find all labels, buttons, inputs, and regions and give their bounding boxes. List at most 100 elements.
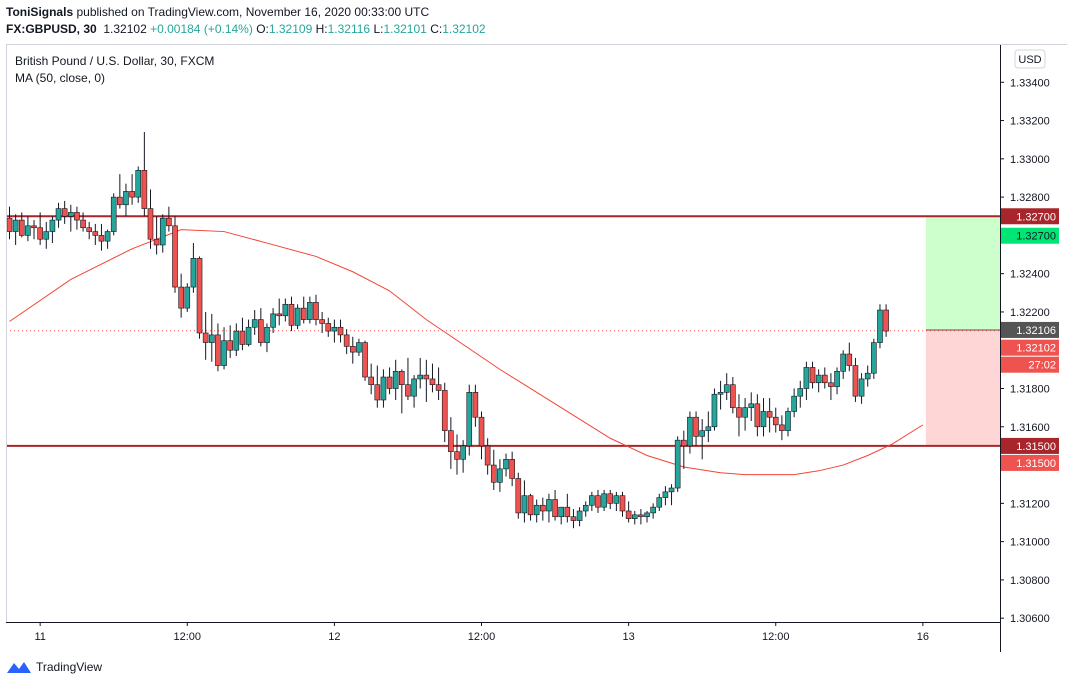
candle[interactable] (386, 367, 393, 395)
candle[interactable] (215, 323, 221, 372)
candle[interactable] (803, 361, 810, 400)
candle[interactable] (417, 357, 424, 389)
candle[interactable] (31, 220, 37, 240)
candles[interactable] (6, 132, 889, 529)
candle[interactable] (871, 338, 877, 379)
candle[interactable] (834, 367, 840, 395)
candle[interactable] (693, 411, 699, 446)
candle[interactable] (68, 204, 74, 232)
candle[interactable] (276, 298, 283, 326)
candle[interactable] (705, 411, 712, 443)
candle[interactable] (429, 363, 436, 393)
candle[interactable] (454, 434, 460, 475)
candle[interactable] (625, 501, 632, 523)
candle[interactable] (294, 304, 301, 330)
candle[interactable] (515, 472, 522, 519)
candle[interactable] (754, 394, 761, 437)
candle[interactable] (288, 296, 295, 332)
candle[interactable] (405, 357, 411, 400)
author-name[interactable]: ToniSignals (6, 5, 74, 19)
candle[interactable] (331, 319, 338, 343)
candle[interactable] (570, 509, 577, 529)
candle[interactable] (527, 493, 534, 521)
candle[interactable] (552, 489, 558, 521)
candle[interactable] (6, 206, 13, 240)
candle[interactable] (18, 212, 25, 238)
candle[interactable] (448, 417, 454, 469)
candle[interactable] (791, 388, 797, 418)
candle[interactable] (730, 377, 736, 414)
candle[interactable] (392, 359, 399, 400)
candle[interactable] (484, 438, 491, 475)
candle[interactable] (576, 507, 583, 527)
candle[interactable] (92, 223, 99, 245)
candle[interactable] (809, 361, 816, 389)
candle[interactable] (509, 451, 515, 487)
candle[interactable] (546, 493, 552, 523)
candle[interactable] (797, 380, 804, 408)
candle[interactable] (779, 415, 785, 441)
candle[interactable] (319, 311, 325, 333)
candle[interactable] (699, 419, 705, 460)
candle[interactable] (582, 501, 589, 517)
candle[interactable] (656, 493, 663, 511)
candle[interactable] (497, 459, 503, 492)
candle[interactable] (717, 380, 724, 410)
candle[interactable] (533, 499, 540, 523)
horizontal-levels[interactable] (6, 215, 1000, 447)
candle[interactable] (460, 440, 466, 473)
candle[interactable] (828, 373, 834, 400)
candle[interactable] (343, 329, 350, 355)
candle[interactable] (184, 283, 191, 312)
candle[interactable] (521, 480, 528, 523)
candle[interactable] (172, 216, 178, 293)
candle[interactable] (80, 212, 86, 232)
candle[interactable] (760, 398, 767, 437)
candle[interactable] (49, 216, 56, 244)
candle[interactable] (441, 382, 448, 443)
candle[interactable] (74, 206, 80, 230)
candle[interactable] (233, 323, 240, 356)
candle[interactable] (399, 369, 405, 414)
candle[interactable] (337, 319, 344, 343)
candle[interactable] (478, 411, 485, 460)
currency-button[interactable] (1014, 49, 1046, 69)
candle[interactable] (190, 243, 197, 293)
candle[interactable] (858, 373, 865, 404)
candle[interactable] (349, 336, 356, 364)
candle[interactable] (270, 308, 276, 333)
candle[interactable] (12, 214, 19, 245)
candle[interactable] (37, 212, 43, 245)
candle[interactable] (662, 486, 669, 506)
candle[interactable] (104, 229, 111, 249)
candle[interactable] (711, 388, 718, 431)
candle[interactable] (202, 311, 209, 360)
candle[interactable] (227, 325, 233, 358)
candle[interactable] (883, 304, 889, 337)
candle[interactable] (772, 407, 779, 433)
candle[interactable] (601, 489, 607, 511)
tradingview-footer[interactable]: TradingView (6, 660, 102, 674)
candle[interactable] (98, 223, 105, 251)
candle[interactable] (674, 436, 681, 492)
candle[interactable] (178, 273, 184, 318)
candle[interactable] (423, 359, 430, 402)
candle[interactable] (86, 221, 92, 240)
candle[interactable] (435, 367, 442, 400)
candle[interactable] (631, 510, 638, 525)
candle[interactable] (466, 384, 473, 456)
candle[interactable] (221, 327, 227, 370)
candle[interactable] (300, 296, 307, 324)
candle[interactable] (282, 298, 289, 322)
candle[interactable] (490, 449, 497, 490)
candle[interactable] (61, 200, 68, 224)
candle[interactable] (135, 166, 142, 203)
candle[interactable] (110, 193, 117, 236)
candle[interactable] (852, 357, 859, 402)
candle[interactable] (239, 317, 246, 351)
candle[interactable] (117, 174, 123, 209)
candle[interactable] (55, 202, 62, 228)
candle[interactable] (650, 503, 656, 519)
candle[interactable] (619, 491, 626, 517)
candle[interactable] (208, 313, 215, 362)
